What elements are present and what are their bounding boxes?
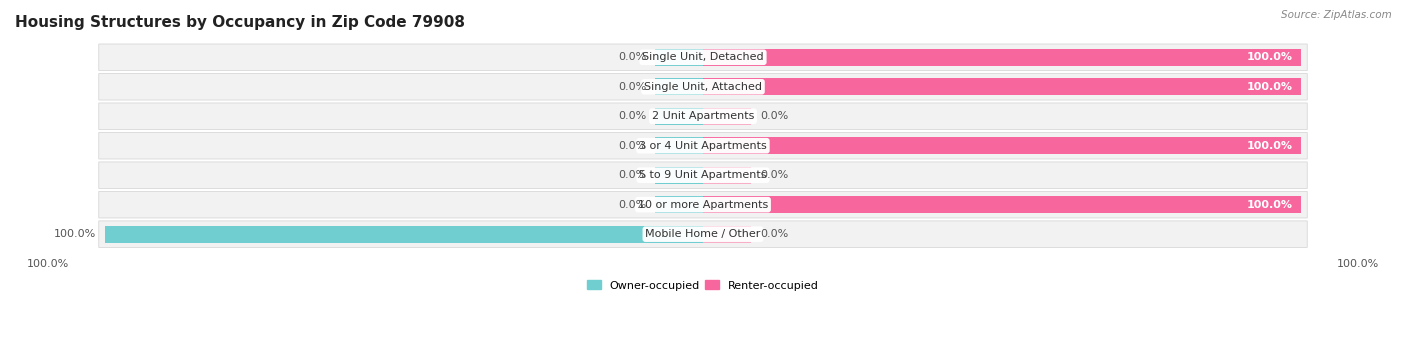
Bar <box>703 108 751 125</box>
Bar <box>703 226 751 243</box>
FancyBboxPatch shape <box>98 103 1308 130</box>
FancyBboxPatch shape <box>98 74 1308 100</box>
Text: 0.0%: 0.0% <box>759 170 789 180</box>
FancyBboxPatch shape <box>98 132 1308 159</box>
Text: 10 or more Apartments: 10 or more Apartments <box>638 200 768 210</box>
Bar <box>703 78 1302 95</box>
Text: 0.0%: 0.0% <box>617 170 647 180</box>
Text: 100.0%: 100.0% <box>53 229 96 239</box>
Bar <box>655 196 703 213</box>
Text: 0.0%: 0.0% <box>617 82 647 92</box>
Bar <box>703 167 751 184</box>
FancyBboxPatch shape <box>98 162 1308 189</box>
Bar <box>655 78 703 95</box>
Bar <box>703 196 1302 213</box>
Text: Housing Structures by Occupancy in Zip Code 79908: Housing Structures by Occupancy in Zip C… <box>15 15 465 30</box>
Text: 0.0%: 0.0% <box>617 200 647 210</box>
Text: 100.0%: 100.0% <box>1246 52 1292 62</box>
Text: Single Unit, Attached: Single Unit, Attached <box>644 82 762 92</box>
Legend: Owner-occupied, Renter-occupied: Owner-occupied, Renter-occupied <box>583 276 823 295</box>
Text: 5 to 9 Unit Apartments: 5 to 9 Unit Apartments <box>640 170 766 180</box>
Text: Mobile Home / Other: Mobile Home / Other <box>645 229 761 239</box>
Text: 100.0%: 100.0% <box>1246 141 1292 151</box>
FancyBboxPatch shape <box>98 221 1308 248</box>
Bar <box>655 167 703 184</box>
Text: 3 or 4 Unit Apartments: 3 or 4 Unit Apartments <box>640 141 766 151</box>
Text: 0.0%: 0.0% <box>617 141 647 151</box>
FancyBboxPatch shape <box>98 191 1308 218</box>
Text: 100.0%: 100.0% <box>27 259 69 269</box>
Text: 100.0%: 100.0% <box>1246 200 1292 210</box>
Bar <box>655 108 703 125</box>
Text: Single Unit, Detached: Single Unit, Detached <box>643 52 763 62</box>
Bar <box>703 49 1302 66</box>
Bar <box>104 226 703 243</box>
Bar <box>703 137 1302 154</box>
Text: 0.0%: 0.0% <box>759 111 789 121</box>
Bar <box>655 137 703 154</box>
Text: 0.0%: 0.0% <box>617 52 647 62</box>
Text: 100.0%: 100.0% <box>1246 82 1292 92</box>
Text: 2 Unit Apartments: 2 Unit Apartments <box>652 111 754 121</box>
Text: Source: ZipAtlas.com: Source: ZipAtlas.com <box>1281 10 1392 20</box>
Text: 0.0%: 0.0% <box>759 229 789 239</box>
Text: 0.0%: 0.0% <box>617 111 647 121</box>
FancyBboxPatch shape <box>98 44 1308 71</box>
Text: 100.0%: 100.0% <box>1337 259 1379 269</box>
Bar <box>655 49 703 66</box>
